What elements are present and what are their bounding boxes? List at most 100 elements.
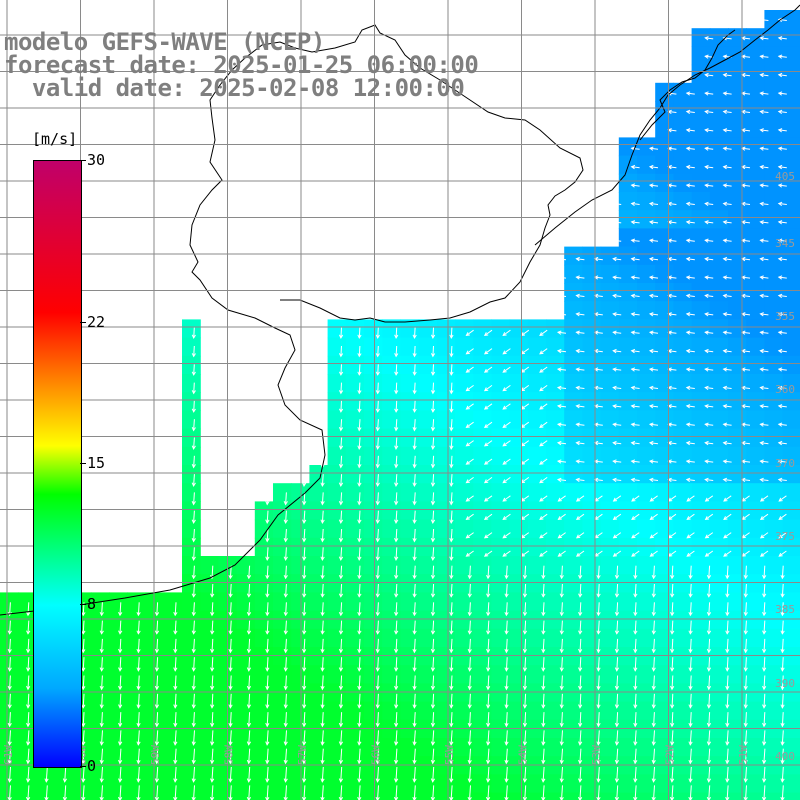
wind-arrow (522, 712, 528, 728)
wind-cell (691, 628, 711, 648)
wind-cell (127, 756, 147, 775)
wind-arrow (228, 602, 233, 617)
wind-cell (782, 756, 800, 775)
wind-cell (145, 647, 165, 666)
wind-arrow (154, 638, 160, 654)
wind-cell (91, 628, 110, 648)
wind-arrow (136, 602, 141, 617)
wind-arrow (688, 620, 693, 635)
wind-cell (418, 501, 438, 521)
wind-cell (527, 392, 547, 411)
wind-cell (709, 665, 729, 684)
wind-arrow (780, 766, 785, 783)
wind-cell (0, 756, 19, 775)
longitude-label: 53W (590, 745, 603, 765)
wind-arrow (26, 620, 31, 635)
wind-arrow (394, 712, 399, 728)
wind-arrow (504, 785, 509, 800)
wind-cell (491, 519, 511, 539)
wind-cell (527, 337, 547, 357)
wind-arrow (575, 532, 585, 539)
wind-arrow (777, 238, 787, 243)
wind-cell (582, 264, 602, 284)
wind-arrow (430, 638, 436, 654)
wind-cell (254, 792, 274, 800)
wind-cell (127, 683, 147, 703)
wind-cell (746, 647, 765, 666)
wind-arrow (375, 474, 380, 487)
wind-arrow (228, 583, 233, 598)
longitude-label: 52W (664, 745, 677, 765)
wind-cell (163, 592, 183, 612)
wind-cell (327, 701, 347, 721)
wind-cell (673, 337, 693, 357)
wind-arrow (173, 712, 178, 728)
wind-arrow (483, 384, 493, 392)
wind-cell (764, 701, 784, 721)
wind-arrow (688, 730, 693, 746)
wind-cell (782, 355, 800, 375)
wind-arrow (338, 693, 344, 709)
wind-arrow (559, 583, 564, 598)
wind-arrow (210, 602, 215, 617)
wind-cell (728, 410, 747, 430)
wind-cell (564, 264, 583, 284)
wind-cell (455, 519, 474, 539)
wind-arrow (412, 565, 417, 580)
wind-cell (691, 792, 711, 800)
wind-arrow (483, 421, 493, 429)
wind-cell (436, 719, 456, 739)
wind-cell (564, 319, 583, 339)
wind-cell (473, 774, 492, 794)
wind-cell (400, 719, 420, 739)
wind-arrow (191, 638, 196, 654)
wind-cell (637, 374, 656, 393)
wind-cell (673, 155, 693, 175)
wind-cell (673, 264, 693, 284)
wind-arrow (649, 532, 658, 539)
wind-arrow (670, 766, 675, 783)
wind-arrow (596, 583, 601, 598)
wind-cell (182, 701, 201, 721)
colorbar-tick-mark (80, 321, 86, 323)
wind-arrow (394, 528, 399, 543)
wind-arrow (522, 730, 528, 746)
wind-cell (782, 64, 800, 84)
wind-arrow (118, 620, 123, 635)
wind-arrow (412, 547, 417, 561)
wind-arrow (283, 657, 288, 672)
wind-arrow (191, 492, 196, 506)
wind-cell (473, 537, 492, 557)
wind-arrow (338, 547, 344, 561)
wind-cell (746, 210, 765, 229)
wind-arrow (394, 730, 399, 746)
wind-cell (200, 738, 219, 757)
wind-cell (418, 556, 438, 575)
wind-cell (618, 701, 638, 721)
wind-arrow (780, 712, 785, 728)
wind-arrow (612, 367, 622, 372)
wind-cell (127, 792, 147, 800)
wind-cell (491, 665, 511, 684)
wind-arrow (191, 345, 196, 358)
wind-arrow (777, 36, 787, 41)
wind-cell (782, 665, 800, 684)
wind-arrow (320, 382, 325, 395)
wind-arrow (375, 657, 380, 672)
wind-cell (473, 756, 492, 775)
latitude-label: 405 (775, 170, 795, 183)
wind-arrow (302, 766, 307, 783)
wind-cell (546, 465, 565, 484)
wind-cell (54, 774, 74, 794)
wind-arrow (651, 638, 656, 654)
wind-cell (582, 519, 602, 539)
wind-cell (182, 610, 201, 630)
wind-cell (782, 337, 800, 357)
wind-cell (327, 647, 347, 666)
wind-arrow (539, 403, 548, 410)
wind-cell (91, 665, 110, 684)
wind-cell (618, 738, 638, 757)
wind-cell (145, 756, 165, 775)
wind-cell (709, 738, 729, 757)
